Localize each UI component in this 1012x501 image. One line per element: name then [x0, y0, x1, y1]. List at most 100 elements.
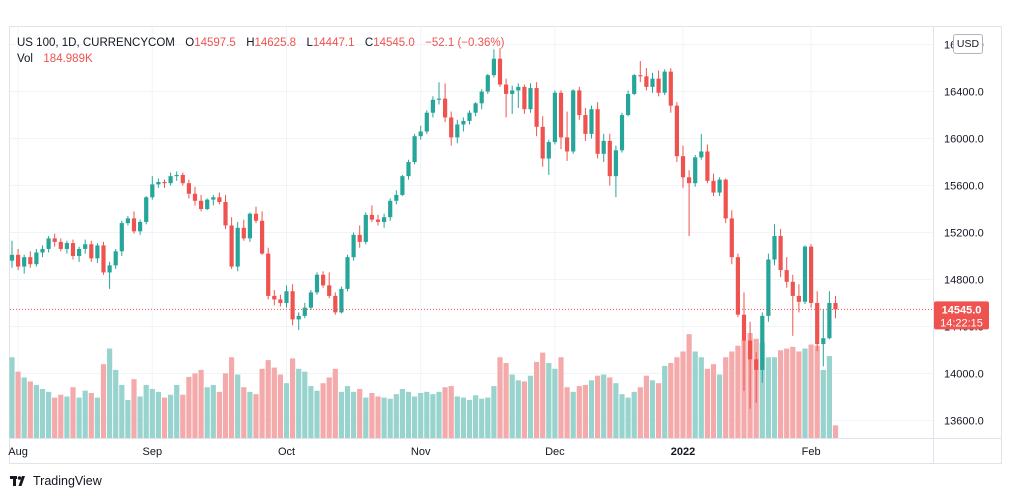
candle-body — [34, 252, 39, 265]
candle-body — [113, 251, 118, 266]
volume-bar — [137, 396, 143, 438]
candle-body — [546, 142, 551, 159]
candle-body — [314, 274, 320, 293]
volume-bar — [595, 375, 601, 438]
brand-name: TradingView — [33, 474, 102, 488]
volume-bar — [320, 383, 326, 438]
candle-body — [58, 241, 63, 249]
volume-bar — [125, 399, 131, 438]
volume-bar — [692, 351, 698, 438]
candle-body — [766, 259, 771, 316]
volume-bar — [784, 348, 790, 438]
currency-button[interactable]: USD — [953, 34, 983, 54]
candle-body — [796, 295, 801, 302]
volume-bar — [58, 394, 64, 438]
volume-bar — [704, 368, 710, 438]
candle-body — [589, 109, 594, 134]
symbol-label[interactable]: US 100, 1D, CURRENCYCOM — [17, 37, 175, 49]
volume-bar — [613, 383, 619, 438]
volume-bar — [149, 388, 155, 438]
candle-body — [772, 236, 777, 260]
candle-body — [674, 105, 679, 157]
volume-bar — [643, 375, 649, 438]
candle-body — [235, 227, 240, 267]
candle-body — [473, 103, 478, 113]
volume-bar — [710, 364, 717, 438]
volume-bar — [314, 390, 320, 438]
open-label: O — [185, 37, 195, 49]
volume-bar — [631, 391, 637, 438]
volume-bar — [601, 374, 607, 438]
volume-bar — [100, 364, 107, 438]
x-tick-label: Feb — [802, 446, 821, 458]
volume-bar — [430, 394, 436, 438]
volume-bar — [363, 397, 369, 438]
candle-body — [186, 183, 191, 194]
candle-body — [95, 245, 100, 259]
candle-body — [735, 257, 740, 315]
close-value: 14545.0 — [373, 37, 415, 49]
footer-branding[interactable]: TradingView — [10, 474, 102, 488]
volume-bar — [332, 368, 338, 438]
candle-body — [223, 201, 228, 226]
candle-body — [89, 244, 94, 259]
volume-bar — [448, 386, 454, 438]
candle-body — [199, 200, 204, 210]
volume-bar — [326, 377, 332, 438]
candle-body — [296, 315, 301, 320]
candle-body — [351, 234, 356, 258]
volume-bar — [509, 374, 515, 438]
volume-bar — [344, 386, 351, 438]
candle-body — [741, 314, 747, 341]
candle-body — [412, 136, 417, 163]
volume-bar — [778, 350, 784, 438]
volume-bar — [210, 384, 216, 438]
volume-bar — [192, 373, 198, 438]
volume-bar — [466, 399, 473, 438]
volume-bar — [765, 357, 771, 438]
volume-bar — [582, 384, 588, 438]
volume-bar — [802, 348, 808, 438]
high-value: 14625.8 — [254, 37, 297, 49]
volume-bar — [229, 357, 235, 438]
candle-body — [485, 75, 490, 92]
candle-body — [77, 248, 82, 256]
y-tick-label: 15600.0 — [944, 181, 984, 193]
candle-body — [540, 126, 545, 159]
candle-body — [619, 115, 625, 151]
candle-body — [308, 292, 313, 308]
volume-bar — [442, 387, 448, 438]
x-tick-label: Aug — [8, 446, 28, 458]
candle-body — [125, 218, 130, 224]
candle-body — [680, 156, 686, 178]
volume-bar — [94, 397, 100, 438]
candle-body — [369, 214, 374, 220]
volume-bar — [424, 391, 430, 438]
candle-body — [723, 179, 728, 219]
volume-bar — [369, 393, 375, 438]
volume-bar — [338, 391, 344, 438]
candle-body — [424, 112, 429, 132]
volume-bar — [204, 387, 210, 438]
volume-bar — [680, 351, 686, 438]
candle-body — [577, 90, 582, 116]
volume-bar — [161, 397, 168, 438]
candle-body — [662, 71, 667, 93]
candle-body — [168, 176, 173, 184]
candle-body — [333, 295, 338, 313]
candle-body — [650, 78, 655, 87]
volume-bar — [21, 377, 27, 438]
volume-bar — [39, 388, 46, 438]
volume-bar — [375, 396, 381, 438]
price-tag-countdown: 14:22:15 — [940, 317, 983, 329]
tradingview-logo-icon — [10, 476, 25, 486]
volume-bar — [180, 394, 186, 438]
candle-body — [327, 285, 332, 296]
candle-body — [28, 257, 33, 265]
volume-bar — [296, 368, 302, 438]
volume-bar — [302, 371, 308, 438]
candle-body — [302, 307, 307, 316]
volume-bar — [540, 352, 546, 438]
candle-body — [272, 295, 277, 300]
